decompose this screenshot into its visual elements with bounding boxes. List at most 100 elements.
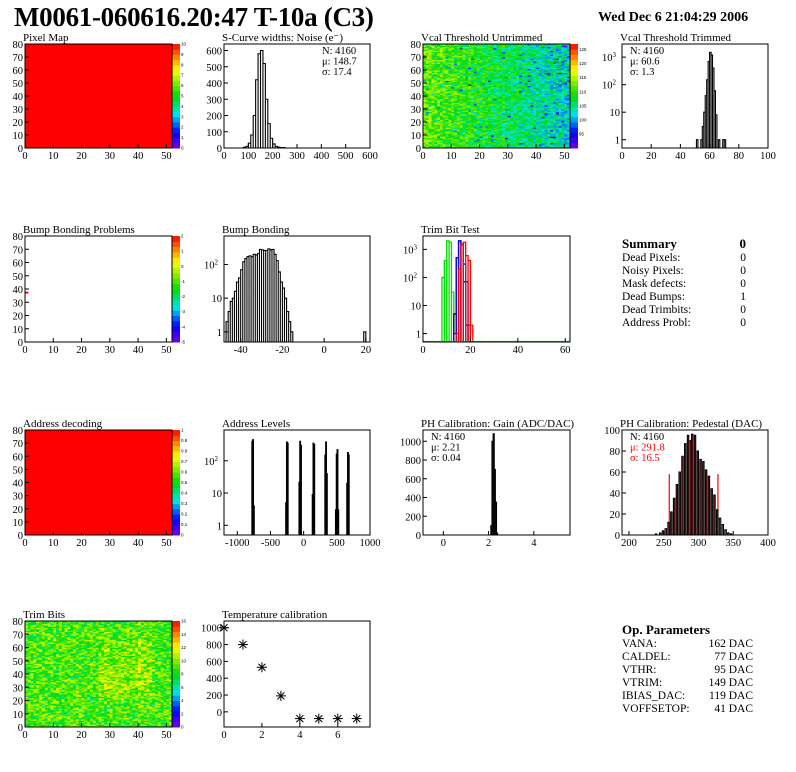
heatmap-cell bbox=[550, 66, 554, 68]
heatmap-cell bbox=[567, 141, 571, 144]
heatmap-cell bbox=[428, 47, 432, 50]
heatmap-cell bbox=[36, 683, 40, 685]
heatmap-cell bbox=[499, 102, 503, 105]
heatmap-cell bbox=[555, 55, 560, 58]
heatmap-cell bbox=[428, 62, 432, 64]
heatmap-cell bbox=[516, 67, 520, 70]
heatmap-cell bbox=[496, 88, 500, 90]
heatmap-cell bbox=[479, 118, 483, 120]
heatmap-cell bbox=[513, 127, 517, 129]
heatmap-cell bbox=[445, 110, 449, 112]
heatmap-cell bbox=[25, 663, 29, 666]
heatmap-cell bbox=[434, 88, 438, 90]
heatmap-cell bbox=[521, 81, 526, 84]
heatmap-cell bbox=[496, 60, 500, 63]
heatmap-cell bbox=[544, 137, 548, 140]
heatmap-cell bbox=[485, 93, 489, 96]
heatmap-cell bbox=[547, 141, 551, 144]
heatmap-cell bbox=[502, 127, 506, 129]
heatmap-cell bbox=[493, 70, 497, 72]
heatmap-cell bbox=[496, 96, 500, 98]
heatmap-cell bbox=[434, 86, 438, 89]
heatmap-cell bbox=[445, 75, 449, 77]
heatmap-cell bbox=[513, 141, 517, 144]
heatmap-cell bbox=[459, 90, 463, 93]
heatmap-cell bbox=[476, 57, 480, 59]
heatmap-cell bbox=[555, 141, 560, 144]
heatmap-cell bbox=[468, 47, 472, 50]
heatmap-cell bbox=[485, 122, 489, 124]
heatmap-cell bbox=[448, 54, 452, 57]
heatmap-cell bbox=[567, 128, 571, 131]
heatmap-cell bbox=[454, 88, 458, 90]
heatmap-cell bbox=[496, 67, 500, 70]
heatmap-cell bbox=[519, 116, 523, 119]
heatmap-cell bbox=[519, 49, 523, 51]
heatmap-cell bbox=[30, 701, 34, 704]
heatmap-cell bbox=[564, 45, 568, 47]
colorbar-tick-label: 6 bbox=[181, 83, 184, 88]
heatmap-cell bbox=[423, 123, 427, 125]
heatmap-cell bbox=[550, 103, 554, 106]
heatmap-cell bbox=[479, 123, 483, 125]
heatmap-cell bbox=[493, 131, 497, 133]
heatmap-cell bbox=[544, 57, 548, 59]
heatmap-cell bbox=[513, 116, 517, 119]
heatmap-cell bbox=[482, 50, 486, 53]
heatmap-cell bbox=[513, 98, 517, 101]
heatmap-cell bbox=[454, 102, 458, 105]
heatmap-cell bbox=[504, 57, 509, 59]
heatmap-cell bbox=[541, 114, 545, 116]
heatmap-cell bbox=[25, 707, 29, 709]
heatmap-cell bbox=[561, 47, 565, 50]
heatmap-cell bbox=[456, 76, 461, 79]
heatmap-cell bbox=[513, 119, 517, 122]
heatmap-cell bbox=[36, 640, 40, 643]
heatmap-cell bbox=[471, 124, 475, 127]
heatmap-cell bbox=[473, 76, 478, 79]
heatmap-cell bbox=[496, 125, 500, 128]
heatmap-cell bbox=[30, 692, 34, 695]
x-tick-label: 40 bbox=[513, 345, 524, 356]
colorbar-tick-label: 0.3 bbox=[181, 501, 188, 506]
heatmap-cell bbox=[488, 53, 492, 55]
heatmap-cell bbox=[473, 81, 478, 84]
heatmap-cell bbox=[448, 46, 452, 49]
heatmap-cell bbox=[456, 93, 461, 96]
heatmap-cell bbox=[493, 115, 497, 118]
heatmap-cell bbox=[555, 81, 560, 84]
heatmap-cell bbox=[479, 101, 483, 103]
heatmap-cell bbox=[437, 46, 441, 49]
heatmap-cell bbox=[547, 105, 551, 107]
heatmap-cell bbox=[428, 75, 432, 77]
heatmap-cell bbox=[496, 71, 500, 73]
heatmap-cell bbox=[544, 101, 548, 103]
heatmap-cell bbox=[555, 76, 560, 79]
heatmap-cell bbox=[442, 76, 447, 79]
heatmap-cell bbox=[482, 115, 486, 118]
heatmap-cell bbox=[448, 135, 452, 137]
heatmap-cell bbox=[471, 129, 475, 132]
heatmap-cell bbox=[541, 85, 545, 88]
heatmap-cell bbox=[462, 45, 466, 47]
heatmap-cell bbox=[510, 140, 514, 142]
heatmap-cell bbox=[471, 88, 475, 90]
heatmap-cell bbox=[530, 46, 534, 49]
y-tick-label: 50 bbox=[13, 465, 24, 476]
heatmap-cell bbox=[36, 676, 40, 679]
heatmap-cell bbox=[428, 70, 432, 72]
heatmap-cell bbox=[547, 84, 551, 86]
heatmap-cell bbox=[502, 55, 506, 58]
heatmap-cell bbox=[513, 55, 517, 58]
heatmap-cell bbox=[33, 634, 37, 636]
heatmap-cell bbox=[519, 76, 523, 79]
heatmap-cell bbox=[465, 64, 469, 67]
heatmap-cell bbox=[507, 94, 512, 97]
heatmap-cell bbox=[448, 83, 452, 85]
heatmap-cell bbox=[504, 62, 509, 64]
heatmap-cell bbox=[502, 135, 506, 137]
heatmap-cell bbox=[33, 683, 37, 685]
stats-line: μ: 2.21 bbox=[431, 443, 461, 454]
panel-noise: S-Curve widths: Noise (e⁻)0 100 200 300 400 5… bbox=[206, 32, 378, 162]
x-tick-label: 500 bbox=[338, 151, 354, 162]
